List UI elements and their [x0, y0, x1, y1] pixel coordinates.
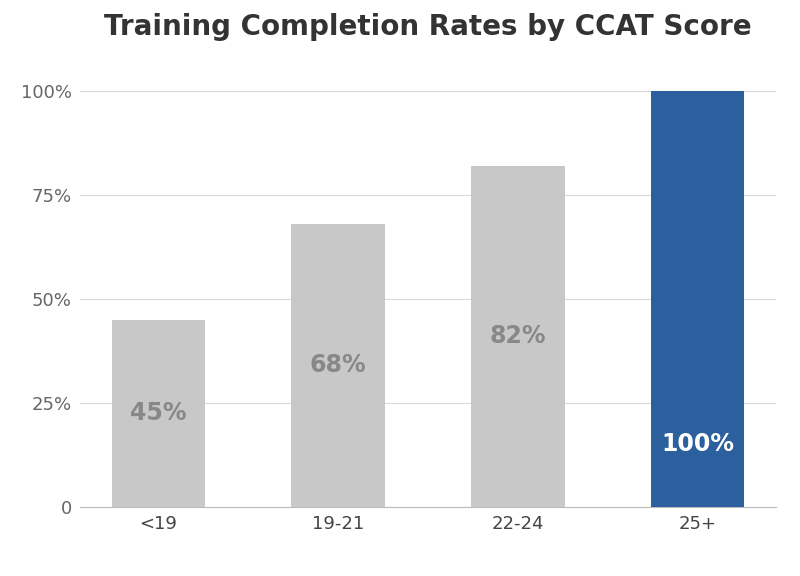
- Text: 82%: 82%: [490, 324, 546, 348]
- Text: 68%: 68%: [310, 354, 366, 377]
- Bar: [291, 224, 385, 507]
- Title: Training Completion Rates by CCAT Score: Training Completion Rates by CCAT Score: [104, 13, 752, 41]
- Bar: [471, 166, 565, 507]
- Bar: [651, 91, 744, 507]
- Text: 45%: 45%: [130, 401, 186, 425]
- Bar: [112, 320, 205, 507]
- Text: 100%: 100%: [661, 433, 734, 456]
